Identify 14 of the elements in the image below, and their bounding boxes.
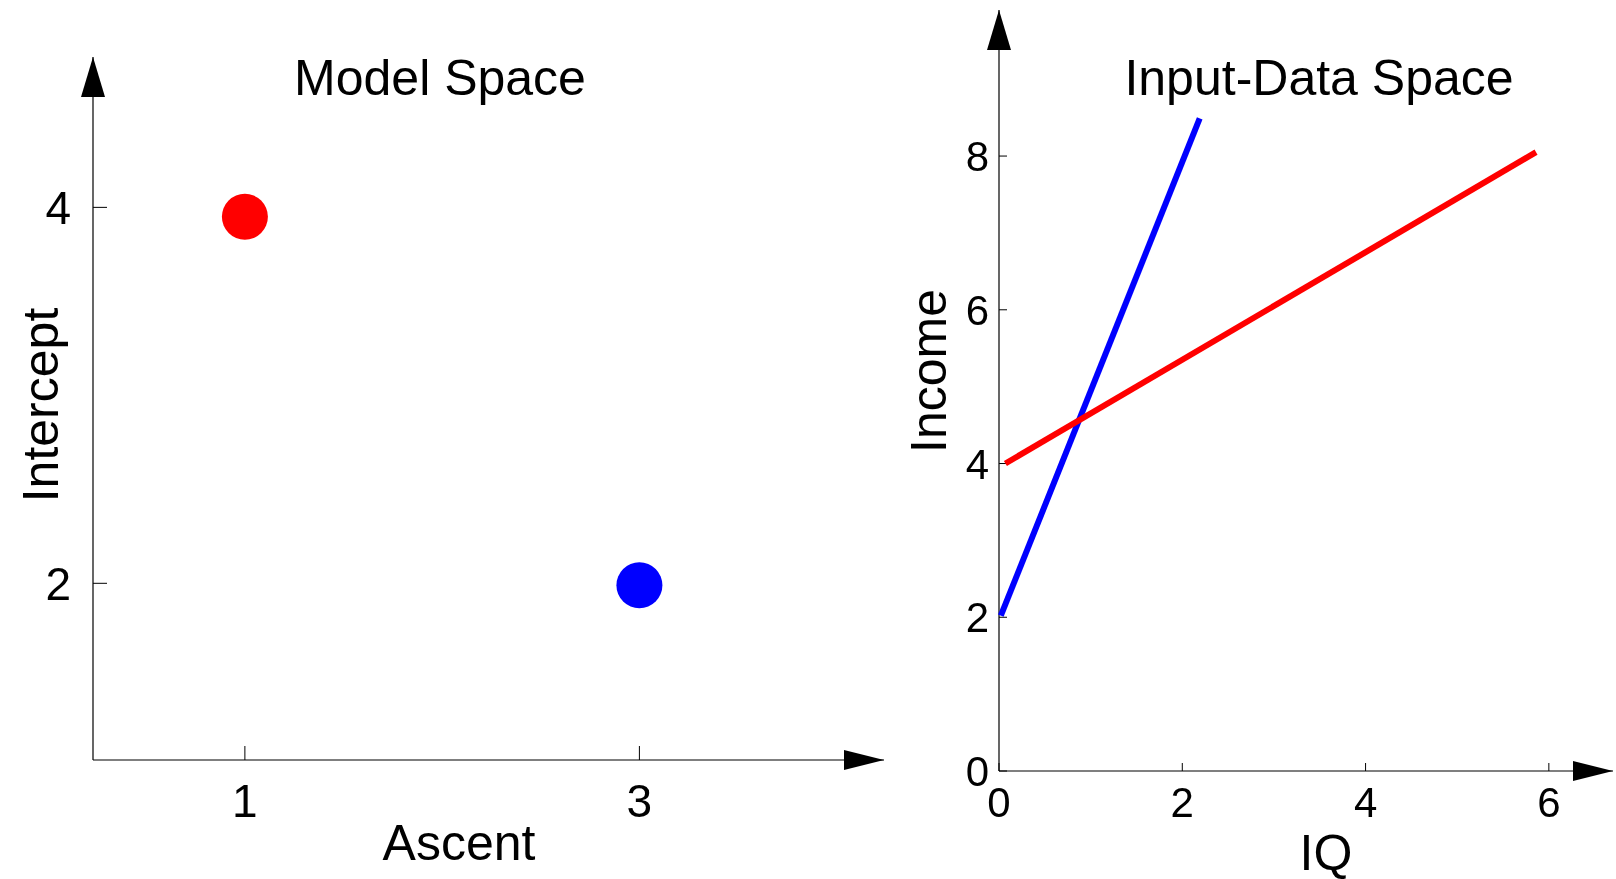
y-tick-label: 8 [965, 133, 989, 181]
x-tick-label: 3 [626, 775, 653, 827]
x-axis-title: Ascent [382, 815, 536, 871]
x-tick-label: 6 [1537, 779, 1561, 826]
y-tick-label: 6 [965, 286, 989, 334]
chart-title: Model Space [294, 50, 586, 106]
y-axis-title: Income [901, 289, 957, 453]
x-tick-label: 2 [1170, 779, 1194, 826]
x-tick-label: 4 [1353, 779, 1378, 826]
y-tick-label: 4 [965, 440, 989, 488]
y-axis-title: Intercept [13, 307, 69, 503]
text: Input-Data Space [1124, 50, 1514, 106]
y-tick-label: 2 [965, 594, 989, 642]
x-tick-label: 1 [232, 775, 258, 827]
